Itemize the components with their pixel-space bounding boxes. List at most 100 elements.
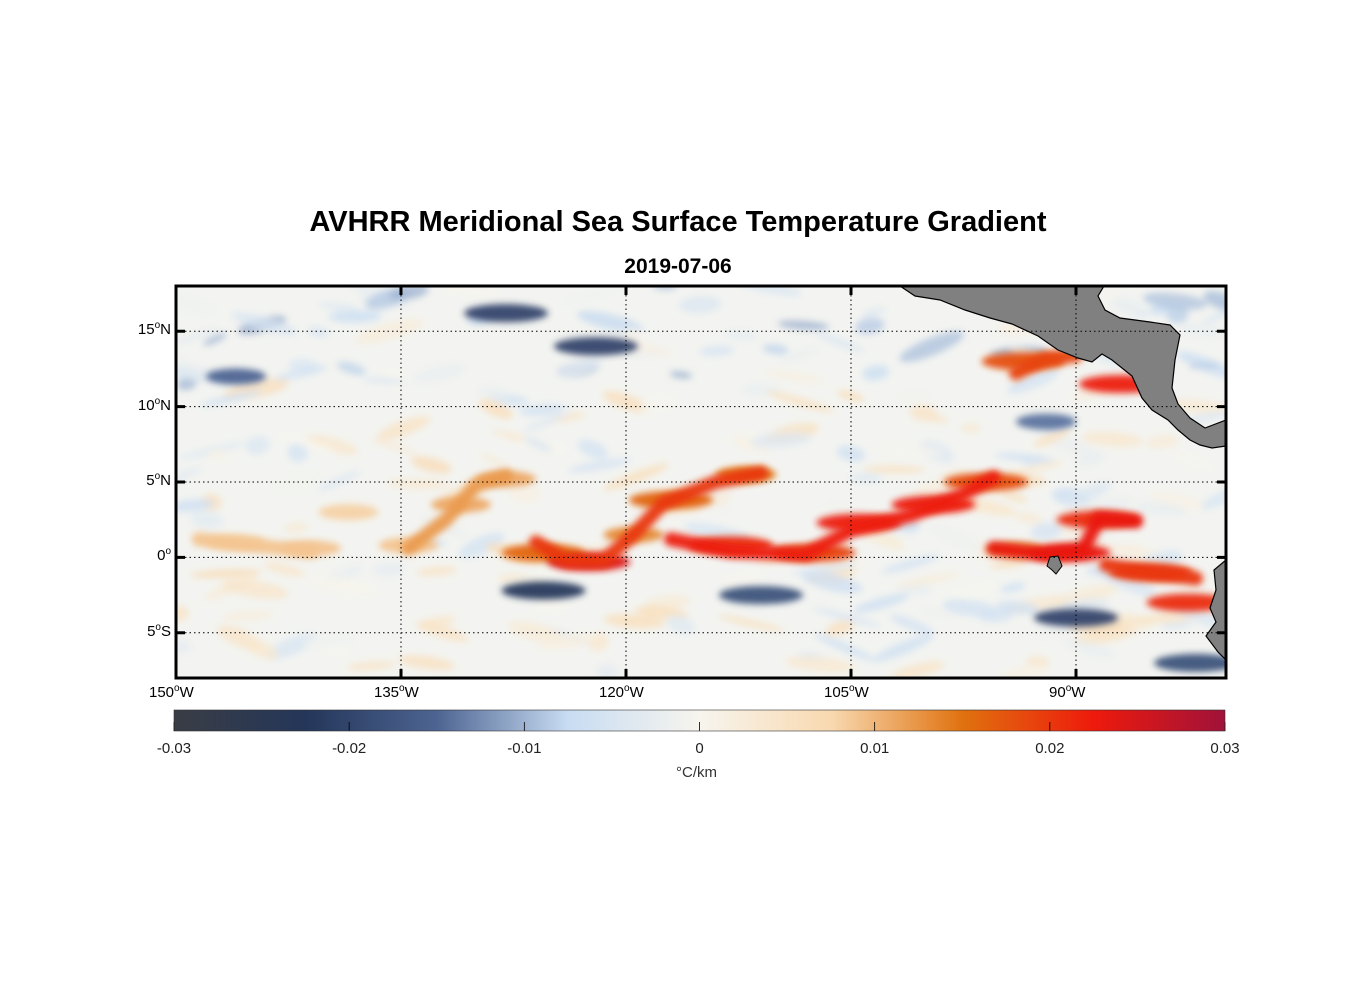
- temperature-front: [986, 511, 1143, 562]
- texture-blob: [388, 286, 429, 300]
- texture-blob: [221, 610, 274, 621]
- texture-blob: [863, 465, 926, 474]
- texture-blob: [779, 347, 820, 364]
- texture-blob: [837, 390, 865, 402]
- texture-blob: [231, 312, 298, 336]
- texture-blob: [718, 615, 785, 632]
- texture-blob: [1081, 496, 1134, 514]
- texture-blob: [413, 363, 466, 384]
- texture-blob: [814, 633, 876, 662]
- colorbar-ticks: [173, 709, 1226, 732]
- texture-blob: [1015, 512, 1042, 524]
- lon-tick-label: 90oW: [1049, 683, 1086, 701]
- texture-blob: [889, 614, 935, 636]
- colorbar-tick-label: 0.03: [1210, 740, 1240, 757]
- colorbar-unit: °C/km: [676, 764, 717, 781]
- texture-blob: [1201, 487, 1226, 509]
- texture-blob: [287, 443, 308, 462]
- texture-blob: [1141, 550, 1181, 564]
- frame-ticks: [174, 286, 1226, 678]
- texture-blob: [1060, 598, 1110, 612]
- texture-blob: [302, 635, 354, 648]
- texture-blob: [942, 598, 999, 617]
- chart-title: AVHRR Meridional Sea Surface Temperature…: [309, 206, 1047, 238]
- texture-blob: [176, 605, 189, 622]
- texture-blob: [509, 485, 542, 503]
- colorbar-tick-label: -0.01: [507, 740, 542, 757]
- texture-blob: [1071, 625, 1138, 645]
- texture-blob: [203, 333, 227, 346]
- texture-blob: [308, 575, 376, 596]
- texture-blob: [603, 613, 666, 629]
- gradient-feature: [554, 337, 638, 356]
- lon-tick-label: 105oW: [824, 683, 869, 701]
- texture-blob: [1034, 624, 1067, 639]
- texture-blob: [278, 434, 336, 452]
- texture-blob: [318, 302, 359, 312]
- colorbar-tick-label: 0.01: [860, 740, 890, 757]
- texture-blob: [792, 562, 859, 575]
- texture-blob: [960, 423, 982, 433]
- central-america-land: [898, 286, 1226, 449]
- texture-blob: [346, 661, 396, 671]
- texture-blob: [458, 532, 505, 559]
- south-america-land: [1205, 559, 1226, 661]
- texture-blob: [1075, 451, 1105, 468]
- texture-blob: [890, 661, 945, 678]
- gradient-feature: [1034, 608, 1118, 627]
- texture-blob: [928, 415, 950, 423]
- texture-blob: [538, 633, 595, 650]
- texture-blob: [1146, 434, 1179, 449]
- texture-blob: [1142, 292, 1208, 310]
- texture-blob: [640, 395, 676, 413]
- temperature-front: [1099, 557, 1203, 586]
- texture-blob: [1033, 428, 1071, 447]
- gradient-feature: [464, 304, 548, 323]
- texture-blob: [678, 295, 722, 314]
- texture-blob: [190, 511, 224, 529]
- texture-blob: [602, 391, 650, 413]
- gradient-feature: [318, 504, 379, 521]
- texture-blob: [855, 317, 885, 335]
- texture-blob: [306, 434, 359, 455]
- texture-blob: [927, 524, 984, 552]
- texture-blob: [1030, 522, 1063, 540]
- texture-blob: [263, 562, 305, 577]
- texture-blob: [1176, 351, 1226, 379]
- texture-blob: [207, 449, 228, 461]
- gradient-feature: [1154, 653, 1226, 672]
- gradient-feature: [1016, 413, 1076, 430]
- texture-blob: [523, 410, 573, 432]
- temperature-front: [401, 469, 513, 556]
- texture-blob: [1165, 446, 1215, 471]
- texture-blob: [1161, 620, 1193, 630]
- colorbar-tick-label: -0.03: [156, 740, 192, 757]
- texture-blob: [989, 558, 1030, 569]
- texture-blob: [1184, 411, 1226, 424]
- lat-tick-label: 0o: [157, 546, 171, 565]
- texture-blob: [1007, 368, 1061, 394]
- texture-blob: [398, 655, 456, 670]
- texture-blob: [1202, 307, 1226, 324]
- texture-blob: [519, 404, 565, 416]
- lat-tick-label: 5oN: [146, 471, 171, 489]
- texture-blob: [336, 361, 367, 376]
- texture-blob: [812, 607, 881, 627]
- texture-blob: [221, 579, 289, 599]
- colorbar-tick-label: 0: [695, 740, 704, 757]
- colorbar-border: [173, 709, 1226, 732]
- texture-blob: [777, 320, 830, 331]
- texture-blob: [1135, 501, 1187, 516]
- texture-blob: [861, 307, 886, 317]
- lat-tick-label: 10oN: [137, 395, 171, 414]
- texture-blob: [500, 574, 567, 587]
- texture-blob: [994, 453, 1055, 463]
- temperature-front: [191, 532, 318, 559]
- texture-blob: [1078, 541, 1142, 556]
- texture-blob: [1000, 582, 1026, 593]
- texture-blob: [766, 391, 834, 413]
- texture-blob: [762, 344, 789, 355]
- texture-blob: [872, 445, 944, 457]
- texture-blob: [275, 365, 328, 381]
- texture-blob: [827, 500, 849, 517]
